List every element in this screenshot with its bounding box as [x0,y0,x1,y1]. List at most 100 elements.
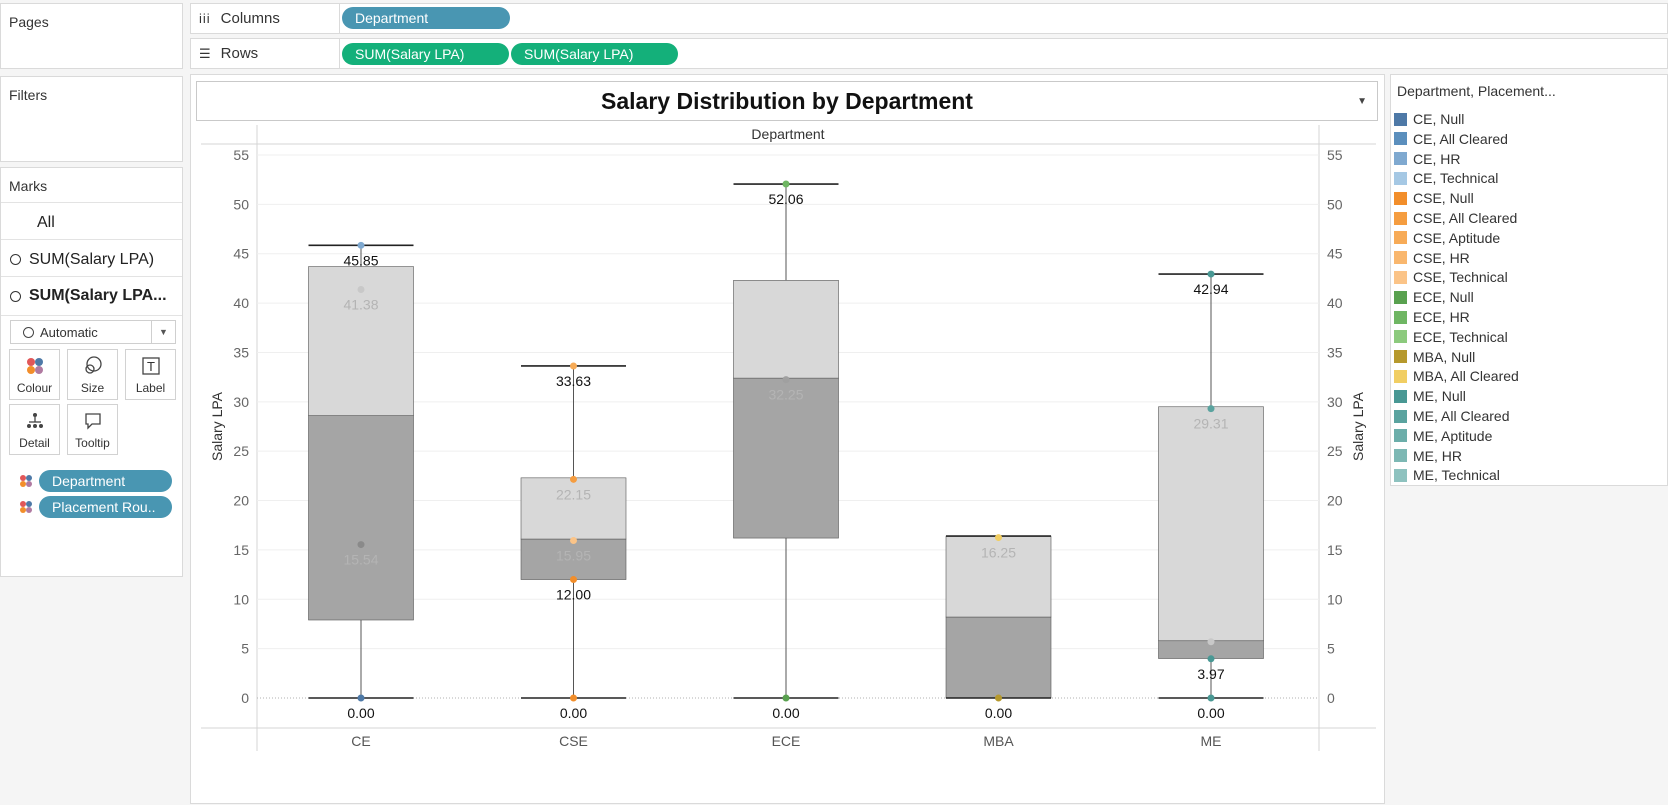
marks-card: Marks All SUM(Salary LPA) SUM(Salary LPA… [0,167,183,577]
legend-swatch [1394,468,1407,482]
shelf-divider [339,39,340,68]
legend-item[interactable]: ECE, Null [1394,287,1474,307]
data-label: 0.00 [560,705,587,721]
marks-measure-2-tab[interactable]: SUM(Salary LPA... [1,276,182,316]
data-point [1207,655,1215,663]
filters-title: Filters [9,87,48,103]
pages-title: Pages [9,14,49,30]
legend-swatch [1394,429,1407,443]
data-point [782,180,790,188]
rows-label-text: Rows [220,45,259,62]
y2-tick-label: 50 [1327,196,1343,212]
y2-axis-title: Salary LPA [1350,391,1366,461]
legend-swatch [1394,389,1407,403]
columns-icon: iii [199,11,211,26]
label-button[interactable]: T Label [125,349,176,400]
legend-swatch [1394,132,1407,146]
circle-mark-icon [10,290,21,302]
tooltip-button[interactable]: Tooltip [67,404,118,455]
lower-box [520,538,627,580]
filters-card[interactable]: Filters [0,76,183,162]
legend-label: CE, Technical [1413,170,1499,187]
colour-legend: Department, Placement... CE, Null CE, All… [1390,74,1668,486]
data-label: 12.00 [556,587,591,603]
data-point [357,694,365,702]
mark-type-dropdown[interactable]: Automatic ▼ [10,320,176,344]
legend-item[interactable]: ECE, HR [1394,307,1470,327]
salary-rows-pill-1[interactable]: SUM(Salary LPA) [342,43,509,65]
y2-tick-label: 35 [1327,344,1343,360]
legend-label: ECE, Technical [1413,328,1508,345]
chevron-down-icon: ▼ [151,321,175,343]
data-point [1207,638,1215,646]
legend-item[interactable]: CSE, Aptitude [1394,228,1500,248]
data-label: 41.38 [343,296,378,312]
legend-label: ECE, HR [1413,309,1470,325]
chevron-down-icon[interactable]: ▼ [1357,96,1367,107]
circle-mark-icon [10,254,21,265]
size-icon [83,354,103,378]
legend-swatch [1394,231,1407,245]
x-tick-label: MBA [983,733,1014,749]
legend-item[interactable]: MBA, Null [1394,347,1475,367]
legend-item[interactable]: CE, HR [1394,149,1460,169]
department-columns-pill[interactable]: Department [342,7,510,29]
legend-label: MBA, All Cleared [1413,368,1519,385]
data-point [1207,694,1215,702]
data-point [570,576,577,584]
x-tick-label: ECE [772,733,801,749]
department-columns-pill-label: Department [355,10,429,26]
detail-icon [25,409,45,433]
y2-tick-label: 30 [1327,394,1343,410]
legend-swatch [1394,369,1407,383]
detail-button[interactable]: Detail [9,404,60,455]
data-label: 16.25 [981,545,1016,561]
department-marks-pill[interactable]: Department [39,470,172,492]
legend-item[interactable]: ME, HR [1394,446,1462,466]
y-axis-title: Salary LPA [209,391,225,461]
legend-item[interactable]: CE, Technical [1394,168,1498,188]
columns-shelf[interactable]: iii Columns Department [190,3,1668,34]
placement-round-marks-pill[interactable]: Placement Rou.. [39,496,172,518]
legend-item[interactable]: CSE, HR [1394,248,1470,268]
legend-item[interactable]: CSE, All Cleared [1394,208,1517,228]
chart-title-box[interactable]: Salary Distribution by Department ▼ [196,81,1378,121]
legend-item[interactable]: CSE, Null [1394,188,1474,208]
placement-round-marks-pill-label: Placement Rou.. [52,499,156,515]
legend-item[interactable]: ME, All Cleared [1394,406,1509,426]
legend-label: CSE, HR [1413,249,1470,266]
box-ece [733,183,839,699]
legend-item[interactable]: CE, All Cleared [1394,129,1508,149]
legend-item[interactable]: ECE, Technical [1394,327,1508,347]
colour-button[interactable]: Colour [9,349,60,400]
colour-encoding-icon [19,474,33,493]
view-pane[interactable]: Salary Distribution by Department ▼ Depa… [190,74,1385,804]
salary-rows-pill-2[interactable]: SUM(Salary LPA) [511,43,678,65]
legend-title[interactable]: Department, Placement... [1397,83,1556,99]
upper-box [308,266,414,416]
legend-item[interactable]: CSE, Technical [1394,267,1508,287]
marks-measure-2-label: SUM(Salary LPA... [29,287,167,304]
marks-all-tab[interactable]: All [1,202,182,242]
y-tick-label: 45 [233,246,249,262]
legend-item[interactable]: CE, Null [1394,109,1464,129]
box-cse [520,365,627,699]
rows-shelf[interactable]: ☰ Rows SUM(Salary LPA) SUM(Salary LPA) [190,38,1668,69]
x-tick-label: CSE [559,733,588,749]
data-label: 22.15 [556,486,591,502]
legend-item[interactable]: ME, Null [1394,386,1466,406]
legend-item[interactable]: MBA, All Cleared [1394,366,1519,386]
y-tick-label: 30 [233,394,249,410]
data-point [570,694,577,702]
data-label: 3.97 [1197,666,1224,682]
marks-measure-1-tab[interactable]: SUM(Salary LPA) [1,239,182,279]
data-point [570,537,577,545]
legend-label: ME, HR [1413,447,1462,464]
lower-box [1158,640,1264,659]
legend-label: CE, HR [1413,150,1461,167]
legend-item[interactable]: ME, Aptitude [1394,426,1492,446]
size-button[interactable]: Size [67,349,118,400]
x-tick-label: ME [1201,733,1222,749]
y-tick-label: 5 [241,641,249,657]
legend-item[interactable]: ME, Technical [1394,465,1500,485]
